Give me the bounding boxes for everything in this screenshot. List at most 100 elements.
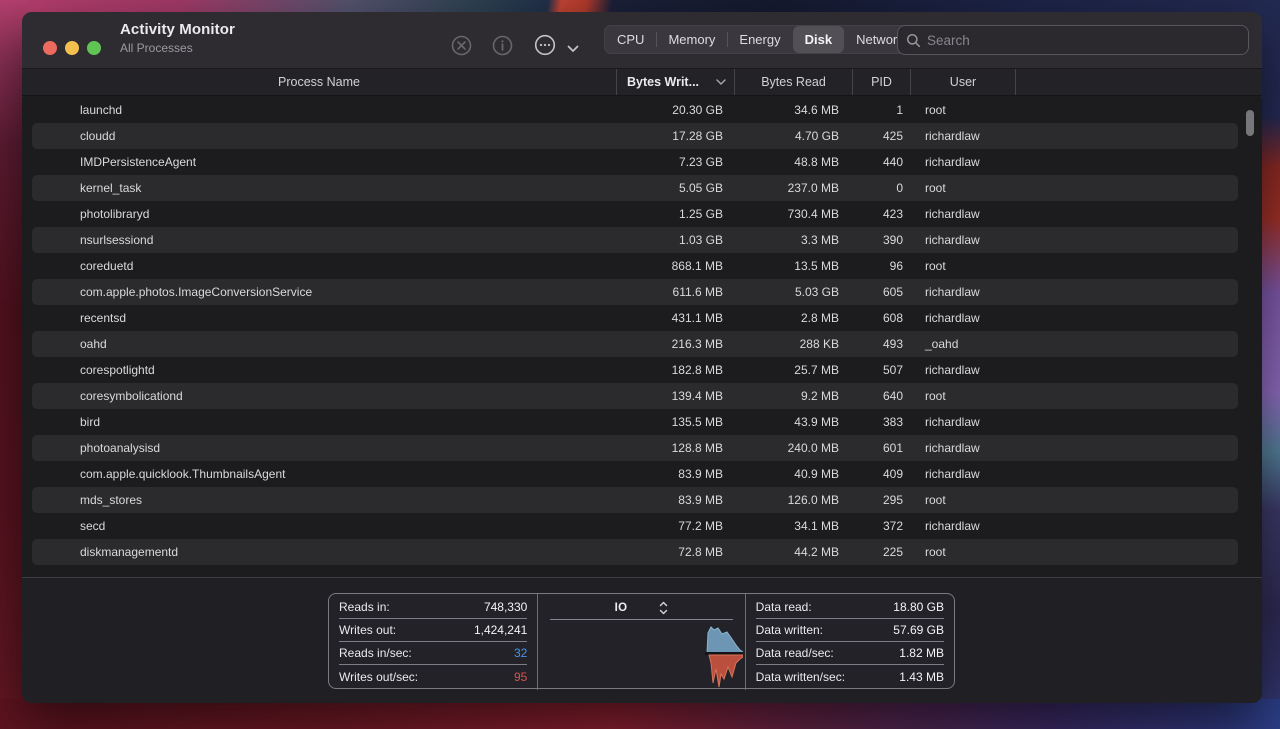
search-input[interactable] xyxy=(927,32,1240,48)
cell-pid: 440 xyxy=(882,155,903,169)
cell-name: launchd xyxy=(80,103,123,117)
cell-read: 2.8 MB xyxy=(800,311,839,325)
table-row[interactable]: IMDPersistenceAgent 7.23 GB 48.8 MB 440 rich… xyxy=(22,149,1262,175)
cell-user: richardlaw xyxy=(925,207,980,221)
table-row[interactable]: launchd 20.30 GB 34.6 MB 1 root xyxy=(22,97,1262,123)
more-options-button[interactable] xyxy=(534,34,556,56)
table-row[interactable]: bird 135.5 MB 43.9 MB 383 richardlaw xyxy=(22,409,1262,435)
cell-name: recentsd xyxy=(80,311,127,325)
cell-pid: 96 xyxy=(889,259,903,273)
quit-process-button[interactable] xyxy=(450,34,472,56)
table-row[interactable]: diskmanagementd 72.8 MB 44.2 MB 225 root xyxy=(22,539,1262,565)
cell-user: root xyxy=(925,493,946,507)
cell-spacer xyxy=(1016,435,1262,461)
table-row[interactable]: corespotlightd 182.8 MB 25.7 MB 507 richardl… xyxy=(22,357,1262,383)
cell-user: richardlaw xyxy=(925,155,980,169)
stat-label: Data written/sec: xyxy=(755,669,846,684)
stat-label: Writes out/sec: xyxy=(339,669,419,684)
cell-pid: 295 xyxy=(882,493,903,507)
chart-type-label: IO xyxy=(614,601,628,614)
x-circle-icon xyxy=(451,35,471,55)
stat-row: Data written: 57.69 GB xyxy=(755,619,944,642)
zoom-window-button[interactable] xyxy=(87,41,101,55)
table-row[interactable]: photolibraryd 1.25 GB 730.4 MB 423 richardla… xyxy=(22,201,1262,227)
wallpaper-bottom-strip xyxy=(0,699,1280,729)
column-header-pid[interactable]: PID xyxy=(853,69,911,95)
column-header-user[interactable]: User xyxy=(911,69,1016,95)
table-row[interactable]: com.apple.photos.ImageConversionService 6… xyxy=(22,279,1262,305)
table-row[interactable]: recentsd 431.1 MB 2.8 MB 608 richardlaw xyxy=(22,305,1262,331)
column-header-bytes-written[interactable]: Bytes Writ... xyxy=(617,69,735,95)
stat-label: Data written: xyxy=(755,623,824,637)
table-row[interactable]: cloudd 17.28 GB 4.70 GB 425 richardlaw xyxy=(22,123,1262,149)
cell-pid: 409 xyxy=(882,467,903,481)
cell-written: 135.5 MB xyxy=(671,415,723,429)
cell-user: root xyxy=(925,545,946,559)
table-row[interactable]: oahd 216.3 MB 288 KB 493 _oahd xyxy=(22,331,1262,357)
cell-written: 182.8 MB xyxy=(671,363,723,377)
cell-pid: 493 xyxy=(882,337,903,351)
cell-read: 44.2 MB xyxy=(794,545,839,559)
stat-value: 1.82 MB xyxy=(899,646,944,660)
stat-label: Writes out: xyxy=(339,623,397,637)
cell-spacer xyxy=(1016,175,1262,201)
cell-name: coresymbolicationd xyxy=(80,389,183,403)
cell-name: coreduetd xyxy=(80,259,134,273)
table-row[interactable]: nsurlsessiond 1.03 GB 3.3 MB 390 richardlaw xyxy=(22,227,1262,253)
cell-written: 1.03 GB xyxy=(678,233,723,247)
cell-written: 139.4 MB xyxy=(671,389,723,403)
table-row[interactable]: photoanalysisd 128.8 MB 240.0 MB 601 richard… xyxy=(22,435,1262,461)
cell-written: 7.23 GB xyxy=(678,155,723,169)
cell-pid: 1 xyxy=(896,103,903,117)
cell-spacer xyxy=(1016,409,1262,435)
table-row[interactable]: com.apple.quicklook.ThumbnailsAgent 83.9 … xyxy=(22,461,1262,487)
table-row[interactable]: coreduetd 868.1 MB 13.5 MB 96 root xyxy=(22,253,1262,279)
process-table-body: launchd 20.30 GB 34.6 MB 1 root cloudd 17.28 G… xyxy=(22,97,1262,577)
cell-pid: 383 xyxy=(882,415,903,429)
tab-memory[interactable]: Memory xyxy=(656,26,727,53)
cell-user: _oahd xyxy=(925,337,959,351)
inspect-process-button[interactable] xyxy=(491,34,513,56)
tab-network[interactable]: Network xyxy=(856,32,904,47)
stat-value: 57.69 GB xyxy=(893,623,944,637)
cell-read: 126.0 MB xyxy=(787,493,839,507)
cell-name: secd xyxy=(80,519,106,533)
cell-spacer xyxy=(1016,149,1262,175)
search-field[interactable] xyxy=(897,25,1249,55)
cell-read: 25.7 MB xyxy=(794,363,839,377)
chart-type-selector[interactable]: IO xyxy=(538,596,744,619)
cell-user: richardlaw xyxy=(925,363,980,377)
tab-energy[interactable]: Energy xyxy=(727,26,792,53)
column-header-bytes-read[interactable]: Bytes Read xyxy=(735,69,853,95)
cell-name: bird xyxy=(80,415,101,429)
column-header-process-name[interactable]: Process Name xyxy=(22,69,617,95)
table-row[interactable]: kernel_task 5.05 GB 237.0 MB 0 root xyxy=(22,175,1262,201)
table-row[interactable]: secd 77.2 MB 34.1 MB 372 richardlaw xyxy=(22,513,1262,539)
cell-pid: 0 xyxy=(896,181,903,195)
cell-written: 17.28 GB xyxy=(672,129,723,143)
cell-read: 34.6 MB xyxy=(794,103,839,117)
tab-disk[interactable]: Disk xyxy=(792,26,845,53)
table-row[interactable]: mds_stores 83.9 MB 126.0 MB 295 root xyxy=(22,487,1262,513)
cell-read: 3.3 MB xyxy=(800,233,839,247)
cell-user: richardlaw xyxy=(925,519,980,533)
close-window-button[interactable] xyxy=(43,41,57,55)
tab-cpu[interactable]: CPU xyxy=(617,32,645,47)
scrollbar-thumb[interactable] xyxy=(1246,110,1254,136)
cell-written: 431.1 MB xyxy=(671,311,723,325)
cell-written: 83.9 MB xyxy=(678,493,723,507)
cell-user: richardlaw xyxy=(925,441,980,455)
table-row[interactable]: coresymbolicationd 139.4 MB 9.2 MB 640 root xyxy=(22,383,1262,409)
cell-name: diskmanagementd xyxy=(80,545,179,559)
activity-monitor-window: Activity Monitor All Processes xyxy=(22,12,1262,703)
cell-written: 83.9 MB xyxy=(678,467,723,481)
cell-written: 868.1 MB xyxy=(671,259,723,273)
cell-name: IMDPersistenceAgent xyxy=(80,155,197,169)
stat-value: 1,424,241 xyxy=(473,623,528,637)
cell-read: 240.0 MB xyxy=(787,441,839,455)
stat-row: Data written/sec: 1.43 MB xyxy=(756,665,944,688)
cell-spacer xyxy=(1016,201,1262,227)
cell-read: 43.9 MB xyxy=(794,415,839,429)
minimize-window-button[interactable] xyxy=(65,41,79,55)
more-options-chevron[interactable] xyxy=(562,38,584,60)
